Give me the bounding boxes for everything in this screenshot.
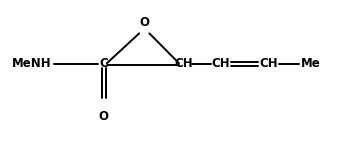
Text: C: C [99,57,108,70]
Text: CH: CH [259,57,278,70]
Text: O: O [98,110,108,123]
Text: CH: CH [212,57,230,70]
Text: CH: CH [174,57,193,70]
Text: O: O [139,16,149,29]
Text: Me: Me [301,57,321,70]
Text: MeNH: MeNH [12,57,52,70]
